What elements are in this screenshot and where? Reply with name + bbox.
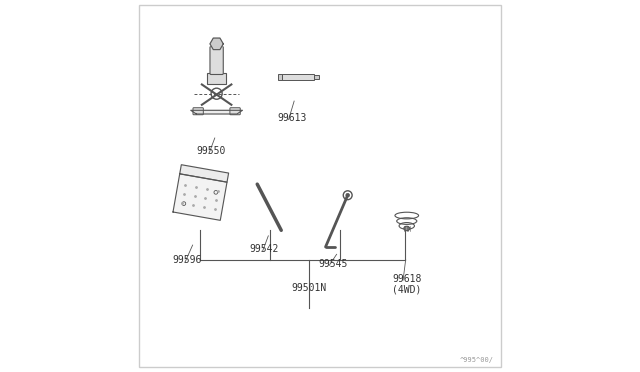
Bar	[278, 74, 282, 80]
FancyBboxPatch shape	[210, 46, 223, 74]
Bar	[314, 75, 319, 79]
Ellipse shape	[404, 226, 410, 231]
Polygon shape	[210, 38, 223, 49]
Text: 99545: 99545	[318, 259, 348, 269]
Text: ^995^00/: ^995^00/	[460, 357, 493, 363]
FancyBboxPatch shape	[193, 108, 204, 115]
Bar	[207, 73, 226, 84]
Text: 99613: 99613	[278, 113, 307, 123]
Text: 99596: 99596	[172, 256, 202, 265]
Text: (4WD): (4WD)	[392, 285, 421, 295]
Polygon shape	[173, 174, 227, 220]
Text: 99542: 99542	[250, 244, 279, 254]
Circle shape	[346, 193, 349, 197]
Text: 99618: 99618	[392, 274, 421, 284]
Polygon shape	[191, 110, 243, 114]
Polygon shape	[180, 165, 228, 182]
Text: 99550: 99550	[196, 147, 226, 157]
Text: 99501N: 99501N	[291, 283, 326, 293]
Bar	[282, 74, 314, 80]
FancyBboxPatch shape	[230, 108, 240, 115]
